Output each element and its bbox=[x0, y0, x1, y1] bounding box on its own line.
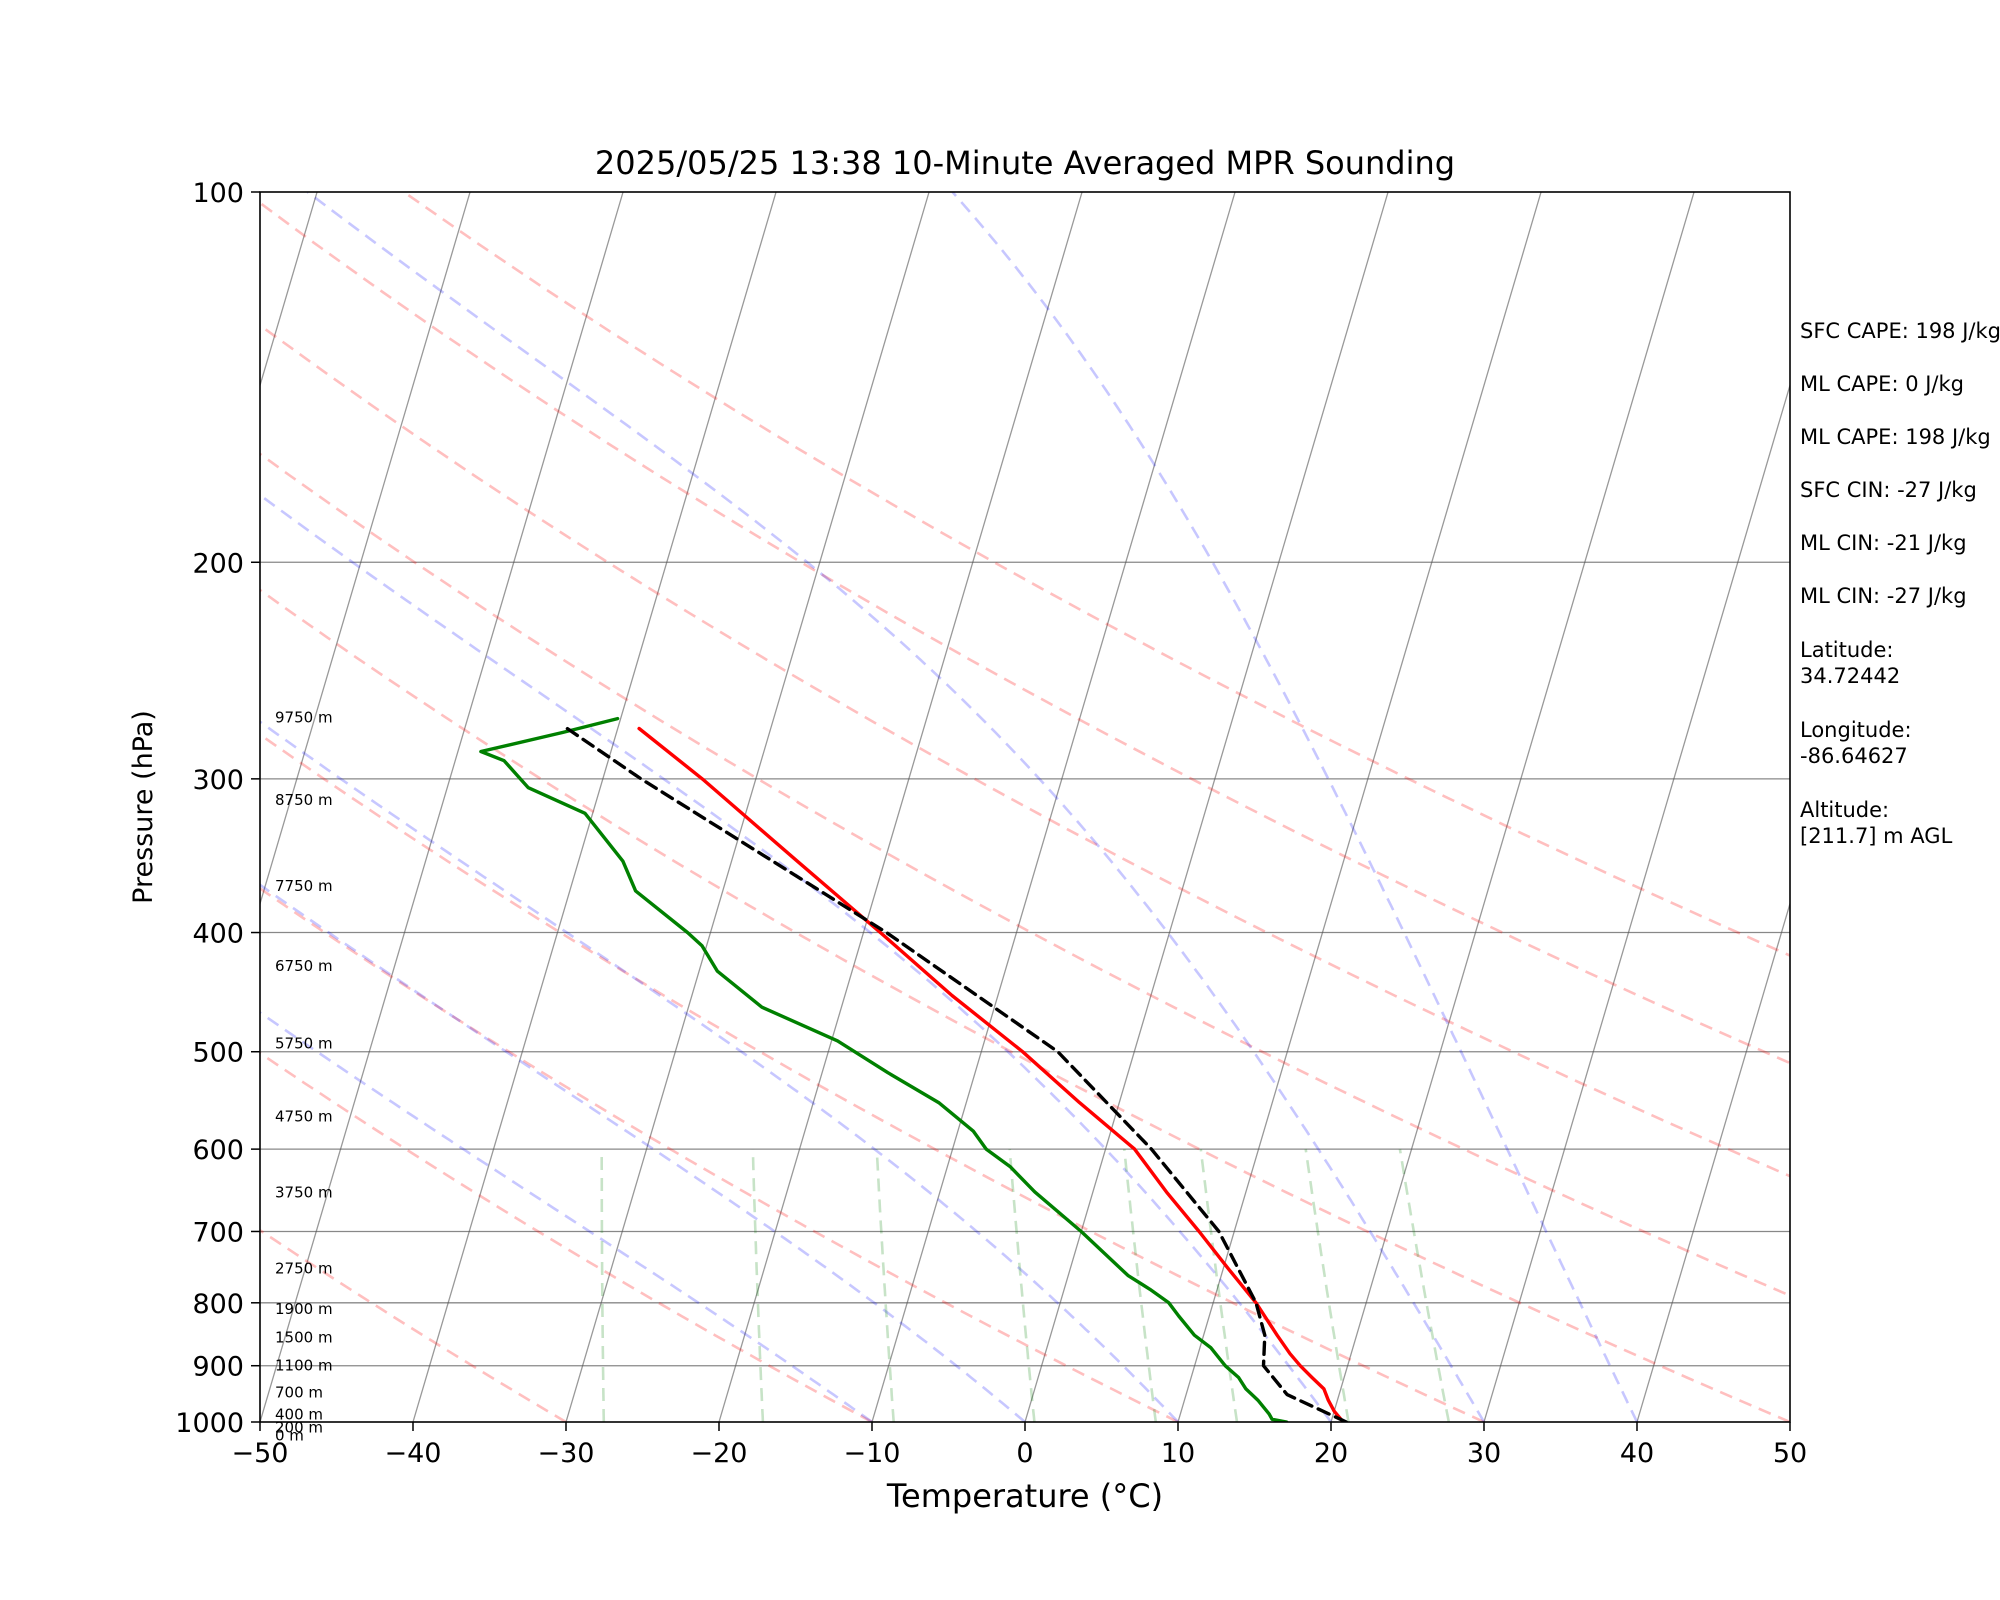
y-tick-label: 500 bbox=[192, 1038, 244, 1069]
y-tick-label: 600 bbox=[192, 1135, 244, 1166]
chart-title: 2025/05/25 13:38 10-Minute Averaged MPR … bbox=[595, 144, 1455, 182]
dry-adiabat bbox=[260, 886, 1179, 1422]
height-label: 200 m bbox=[275, 1419, 323, 1437]
isotherm-line bbox=[565, 192, 930, 1422]
isotherm-line bbox=[412, 192, 777, 1422]
isotherm-line bbox=[1483, 383, 1790, 1422]
temperature-profile bbox=[637, 726, 1345, 1422]
x-tick-label: −30 bbox=[538, 1438, 595, 1469]
height-label: 9750 m bbox=[275, 709, 333, 727]
height-label: 8750 m bbox=[275, 791, 333, 809]
ml-cin-text-1: ML CIN: -21 J/kg bbox=[1800, 531, 1967, 555]
height-label: 1900 m bbox=[275, 1300, 333, 1318]
isotherm-line bbox=[1636, 901, 1790, 1422]
isotherm-line bbox=[260, 192, 624, 1422]
y-tick-label: 200 bbox=[192, 548, 244, 579]
x-tick-label: 20 bbox=[1314, 1438, 1348, 1469]
height-label: 1100 m bbox=[275, 1356, 333, 1374]
x-tick-label: 10 bbox=[1161, 1438, 1195, 1469]
mixing-ratio-line bbox=[751, 1149, 765, 1422]
moist-adiabat bbox=[260, 883, 1026, 1422]
height-label: 7750 m bbox=[275, 877, 333, 895]
y-tick-label: 300 bbox=[192, 765, 244, 796]
y-tick-label: 100 bbox=[192, 178, 244, 209]
x-axis-ticks: −50 −40 −30 −20 −10 0 10 20 30 40 50 bbox=[232, 1422, 1807, 1469]
x-tick-label: 0 bbox=[1016, 1438, 1033, 1469]
y-tick-label: 400 bbox=[192, 919, 244, 950]
x-tick-label: 40 bbox=[1620, 1438, 1654, 1469]
height-label: 400 m bbox=[275, 1405, 323, 1423]
x-tick-label: −40 bbox=[385, 1438, 442, 1469]
mixing-ratio-line bbox=[875, 1149, 895, 1422]
altitude-value: [211.7] m AGL bbox=[1800, 824, 1953, 848]
moist-adiabat bbox=[260, 1011, 873, 1422]
ml-cape-text-1: ML CAPE: 0 J/kg bbox=[1800, 372, 1964, 396]
parcel-profile bbox=[565, 726, 1348, 1422]
height-label: 6750 m bbox=[275, 957, 333, 975]
y-tick-label: 700 bbox=[192, 1217, 244, 1248]
x-tick-label: −10 bbox=[844, 1438, 901, 1469]
isotherm-line bbox=[1024, 192, 1389, 1422]
y-axis-label: Pressure (hPa) bbox=[128, 710, 159, 904]
data-lines bbox=[479, 716, 1348, 1422]
y-tick-label: 1000 bbox=[175, 1408, 244, 1439]
mixing-ratio-line bbox=[1123, 1148, 1158, 1422]
y-tick-label: 800 bbox=[192, 1289, 244, 1320]
y-axis-ticks: 100 200 300 400 500 600 700 800 900 1000 bbox=[175, 178, 260, 1439]
height-label: 0 m bbox=[275, 1426, 304, 1444]
isotherm-line bbox=[1330, 192, 1695, 1422]
isotherm-line bbox=[718, 192, 1083, 1422]
mixing-ratio-line bbox=[1304, 1148, 1350, 1422]
dewpoint-profile bbox=[479, 716, 1289, 1422]
ml-cin-text-2: ML CIN: -27 J/kg bbox=[1800, 584, 1967, 608]
dry-adiabat bbox=[260, 201, 1790, 1065]
mixing-ratio-line bbox=[1398, 1148, 1451, 1422]
x-axis-label: Temperature (°C) bbox=[886, 1477, 1163, 1515]
altitude-label: Altitude: bbox=[1800, 798, 1889, 822]
height-label: 4750 m bbox=[275, 1108, 333, 1126]
height-label: 700 m bbox=[275, 1383, 323, 1401]
plot-area bbox=[260, 192, 1790, 1422]
longitude-value: -86.64627 bbox=[1800, 744, 1908, 768]
dry-adiabat bbox=[260, 588, 1790, 1422]
height-labels: 9750 m 8750 m 7750 m 6750 m 5750 m 4750 m 3750… bbox=[275, 709, 333, 1445]
moist-adiabat bbox=[260, 720, 1179, 1422]
y-tick-label: 900 bbox=[192, 1352, 244, 1383]
isotherm-line bbox=[1177, 192, 1542, 1422]
x-tick-label: −50 bbox=[232, 1438, 289, 1469]
x-tick-label: −20 bbox=[691, 1438, 748, 1469]
sfc-cape-text: SFC CAPE: 198 J/kg bbox=[1800, 319, 2000, 343]
latitude-value: 34.72442 bbox=[1800, 664, 1900, 688]
longitude-label: Longitude: bbox=[1800, 718, 1912, 742]
dry-adiabat bbox=[260, 1051, 873, 1422]
mixing-ratio-line bbox=[1199, 1148, 1239, 1422]
height-label: 5750 m bbox=[275, 1035, 333, 1053]
mixing-ratio-line bbox=[1008, 1148, 1036, 1422]
info-panel: SFC CAPE: 198 J/kg ML CAPE: 0 J/kg ML CA… bbox=[1800, 319, 2000, 848]
sfc-cin-text: SFC CIN: -27 J/kg bbox=[1800, 478, 1977, 502]
latitude-label: Latitude: bbox=[1800, 638, 1894, 662]
ml-cape-text-2: ML CAPE: 198 J/kg bbox=[1800, 425, 1991, 449]
height-label: 2750 m bbox=[275, 1259, 333, 1277]
mixing-ratio-line bbox=[600, 1149, 606, 1422]
dry-adiabat bbox=[260, 323, 1790, 1178]
height-label: 1500 m bbox=[275, 1329, 333, 1347]
isotherm-line bbox=[871, 192, 1236, 1422]
moist-adiabat bbox=[951, 192, 1639, 1422]
height-label: 3750 m bbox=[275, 1184, 333, 1202]
isotherm-line bbox=[260, 192, 471, 906]
x-tick-label: 50 bbox=[1773, 1438, 1807, 1469]
x-tick-label: 30 bbox=[1467, 1438, 1501, 1469]
